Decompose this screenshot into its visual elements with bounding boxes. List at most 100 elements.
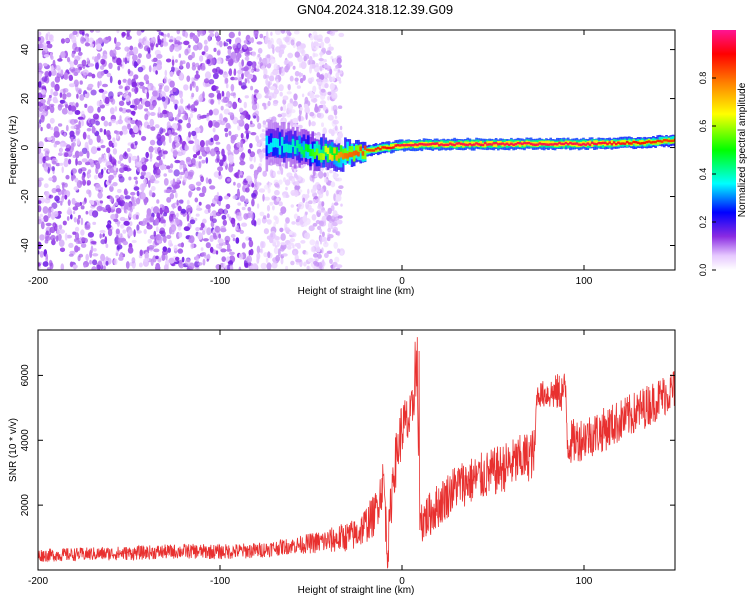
noise-speckle [174,43,179,48]
noise-speckle [64,152,69,158]
noise-speckle [252,263,258,270]
noise-speckle [148,65,152,73]
noise-speckle [168,39,174,43]
noise-speckle [57,103,63,111]
noise-speckle [116,220,120,228]
noise-speckle [332,226,338,233]
signal-ridge-cell [621,139,625,145]
noise-speckle [300,61,307,70]
noise-speckle [333,241,339,249]
noise-speckle [256,203,260,209]
noise-speckle [227,264,230,270]
signal-ridge-cell [649,141,653,144]
noise-speckle [82,201,86,205]
signal-ridge-cell [409,141,413,147]
signal-ridge-cell [540,143,544,146]
noise-speckle [228,31,235,39]
noise-speckle [265,78,269,86]
signal-ridge-cell [331,155,334,162]
noise-speckle [44,150,49,158]
signal-ridge-cell [558,141,561,145]
noise-speckle [162,41,169,47]
noise-speckle [330,56,334,60]
signal-ridge-cell [387,146,391,150]
noise-speckle [130,110,136,115]
noise-speckle [308,119,311,127]
noise-speckle [249,143,253,149]
signal-ridge-cell [267,143,271,154]
noise-speckle [131,257,136,264]
noise-speckle [128,211,132,218]
signal-ridge-cell [593,142,596,145]
noise-speckle [240,82,247,90]
noise-speckle [117,119,123,125]
noise-speckle [78,253,84,258]
noise-speckle [80,229,85,236]
noise-speckle [110,213,117,220]
noise-speckle [70,142,75,151]
noise-speckle [112,148,118,155]
noise-speckle [303,261,307,267]
noise-speckle [100,144,106,149]
noise-speckle [64,194,68,200]
noise-speckle [39,213,43,218]
noise-speckle [191,158,196,166]
noise-speckle [144,113,149,121]
noise-speckle [170,163,174,169]
noise-speckle [188,190,192,198]
signal-ridge-cell [647,140,651,143]
noise-speckle [75,102,79,108]
noise-speckle [103,167,107,171]
noise-speckle [317,204,323,210]
noise-speckle [84,93,88,98]
noise-speckle [251,61,255,69]
noise-speckle [202,230,206,236]
noise-speckle [87,72,93,77]
noise-speckle [79,80,83,85]
noise-speckle [237,72,241,80]
noise-speckle [109,154,113,163]
noise-speckle [139,183,146,192]
noise-speckle [146,246,150,252]
noise-speckle [93,174,98,180]
noise-speckle [51,175,57,183]
noise-speckle [72,210,76,215]
noise-speckle [133,176,138,180]
noise-speckle [66,57,71,63]
signal-ridge-cell [296,140,299,149]
noise-speckle [206,59,211,65]
signal-ridge-cell [510,142,513,145]
noise-speckle [126,32,130,37]
noise-speckle [39,234,45,241]
noise-speckle [172,203,175,210]
noise-speckle [272,68,279,76]
noise-speckle [256,256,260,264]
noise-speckle [106,161,111,165]
noise-speckle [222,96,229,104]
signal-ridge-cell [346,141,349,158]
noise-speckle [321,247,324,254]
noise-speckle [185,62,191,69]
noise-speckle [77,124,82,129]
noise-speckle [273,246,279,255]
noise-speckle [197,232,203,240]
signal-ridge-cell [488,143,491,146]
signal-ridge-cell [545,140,548,146]
signal-ridge-cell [595,143,598,146]
noise-speckle [302,197,306,203]
noise-speckle [280,106,283,111]
noise-speckle [99,200,104,204]
noise-speckle [70,105,77,112]
noise-speckle [178,199,184,204]
noise-speckle [108,140,113,147]
noise-speckle [225,239,229,246]
noise-speckle [250,37,255,44]
noise-speckle [293,30,300,35]
signal-ridge-cell [453,143,456,147]
signal-ridge-cell [374,147,378,151]
noise-speckle [77,116,84,120]
noise-speckle [40,196,45,204]
noise-speckle [113,165,117,171]
noise-speckle [129,104,135,109]
noise-speckle [222,72,229,79]
